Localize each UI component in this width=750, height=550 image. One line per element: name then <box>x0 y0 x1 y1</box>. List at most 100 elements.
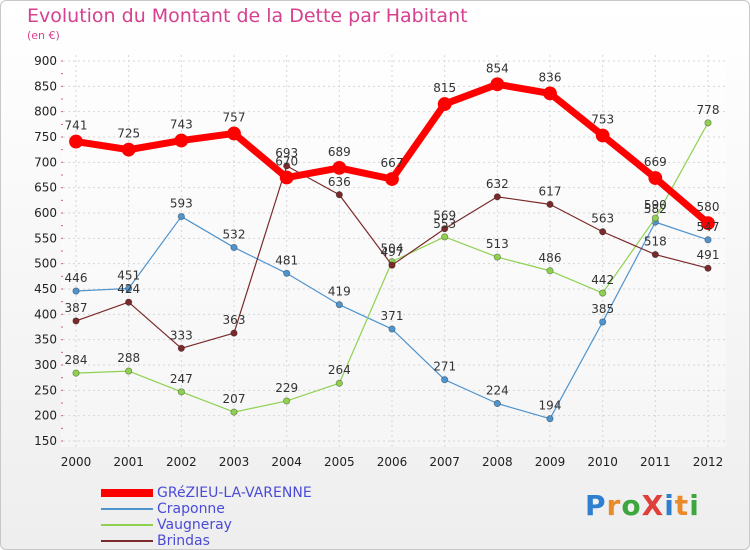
data-point <box>599 289 607 297</box>
data-label: 667 <box>381 156 404 170</box>
data-label: 815 <box>433 81 456 95</box>
chart-title: Evolution du Montant de la Dette par Hab… <box>27 5 468 27</box>
data-label: 617 <box>539 184 562 198</box>
data-point <box>441 225 449 233</box>
data-point <box>543 86 557 101</box>
data-label: 504 <box>381 242 404 256</box>
data-point <box>177 388 185 396</box>
data-label: 593 <box>170 197 193 211</box>
legend-label: Craponne <box>157 501 225 517</box>
y-tick-label: 500 <box>34 257 57 271</box>
data-point <box>493 399 501 408</box>
brand-letter: i <box>664 489 675 522</box>
data-label: 424 <box>117 282 140 296</box>
chart-legend: GRéZIEU-LA-VARENNE Craponne Vaugneray Brind… <box>101 485 431 549</box>
data-label: 563 <box>591 212 614 226</box>
x-tick-label: 2002 <box>166 455 197 469</box>
x-tick-label: 2012 <box>693 455 724 469</box>
y-tick-label: 200 <box>34 409 57 423</box>
data-point <box>279 170 294 185</box>
data-label: 670 <box>275 155 298 169</box>
data-label: 419 <box>328 285 351 299</box>
data-point <box>121 142 136 157</box>
data-point <box>599 318 607 326</box>
y-tick-label: 900 <box>34 54 57 68</box>
data-point <box>441 233 449 241</box>
y-tick-label: 800 <box>34 105 57 119</box>
data-point <box>704 264 712 272</box>
data-label: 486 <box>539 251 562 265</box>
data-label: 442 <box>591 273 614 287</box>
y-tick-label: 150 <box>34 434 57 448</box>
data-point <box>125 367 133 375</box>
data-point <box>648 171 663 185</box>
data-point <box>283 162 291 170</box>
data-point <box>72 369 80 377</box>
chart-subtitle: (en €) <box>27 29 60 42</box>
x-tick-label: 2007 <box>429 455 460 469</box>
brand-letter: o <box>621 489 642 522</box>
brand-letter: t <box>674 489 690 522</box>
data-label: 836 <box>539 70 562 84</box>
legend-label: Brindas <box>157 533 210 549</box>
data-label: 451 <box>117 268 140 282</box>
data-label: 582 <box>644 202 667 216</box>
y-tick-label: 400 <box>34 307 57 321</box>
data-label: 491 <box>697 248 720 262</box>
data-label: 632 <box>486 177 509 191</box>
y-tick-label: 250 <box>34 383 57 397</box>
data-point <box>388 261 396 269</box>
data-label: 481 <box>275 253 298 267</box>
legend-item: Vaugneray <box>101 517 431 533</box>
brand-letter: r <box>606 489 622 522</box>
data-point <box>493 193 501 201</box>
data-label: 725 <box>117 127 140 141</box>
data-label: 284 <box>65 353 88 367</box>
x-tick-label: 2005 <box>324 455 355 469</box>
data-label: 207 <box>223 392 246 406</box>
data-point <box>230 243 238 252</box>
data-point <box>546 415 554 423</box>
data-point <box>595 128 610 143</box>
x-tick-label: 2003 <box>219 455 250 469</box>
data-label: 669 <box>644 155 667 169</box>
data-label: 224 <box>486 384 509 398</box>
data-point <box>227 126 241 141</box>
data-point <box>335 191 343 199</box>
data-label: 693 <box>275 146 298 160</box>
data-point <box>335 301 343 309</box>
data-label: 636 <box>328 175 351 189</box>
legend-label: Vaugneray <box>157 517 232 533</box>
data-point <box>177 344 185 352</box>
x-tick-label: 2011 <box>640 455 671 469</box>
data-point <box>177 212 185 221</box>
y-tick-label: 850 <box>34 79 57 93</box>
data-label: 689 <box>328 145 351 159</box>
data-point <box>230 329 238 337</box>
y-tick-label: 350 <box>34 333 57 347</box>
y-tick-label: 650 <box>34 181 57 195</box>
data-point <box>388 325 396 333</box>
x-tick-label: 2010 <box>587 455 618 469</box>
data-point <box>230 408 238 416</box>
y-tick-label: 300 <box>34 358 57 372</box>
data-label: 757 <box>223 110 246 124</box>
data-point <box>69 134 83 149</box>
data-label: 513 <box>486 237 509 251</box>
data-label: 264 <box>328 363 351 377</box>
y-tick-label: 700 <box>34 155 57 169</box>
brand-logo: ProXiti <box>585 489 700 522</box>
x-tick-label: 2006 <box>377 455 408 469</box>
data-point <box>174 133 189 148</box>
legend-swatch <box>101 508 153 510</box>
data-label: 333 <box>170 328 193 342</box>
data-label: 553 <box>433 217 456 231</box>
legend-item: Craponne <box>101 501 431 517</box>
data-label: 247 <box>170 372 193 386</box>
data-point <box>546 200 554 208</box>
data-point <box>493 253 501 261</box>
data-point <box>385 172 399 186</box>
legend-swatch <box>101 524 153 526</box>
data-point <box>283 269 291 277</box>
